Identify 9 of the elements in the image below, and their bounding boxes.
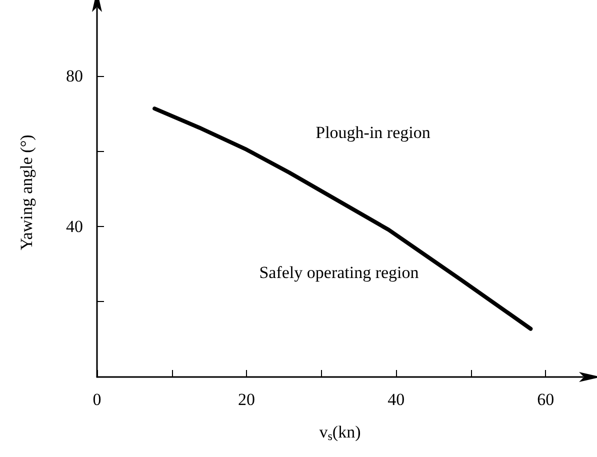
annotation: Safely operating region	[259, 263, 420, 282]
y-tick-label: 80	[66, 66, 83, 86]
x-tick-label: 40	[388, 390, 405, 409]
x-tick-label: 20	[238, 390, 256, 409]
y-axis-title: Yawing angle (°)	[17, 134, 36, 250]
annotation: Plough-in region	[316, 123, 431, 142]
x-tick-label: 0	[92, 390, 102, 409]
x-tick-label: 60	[537, 390, 554, 409]
line-series	[152, 106, 533, 331]
